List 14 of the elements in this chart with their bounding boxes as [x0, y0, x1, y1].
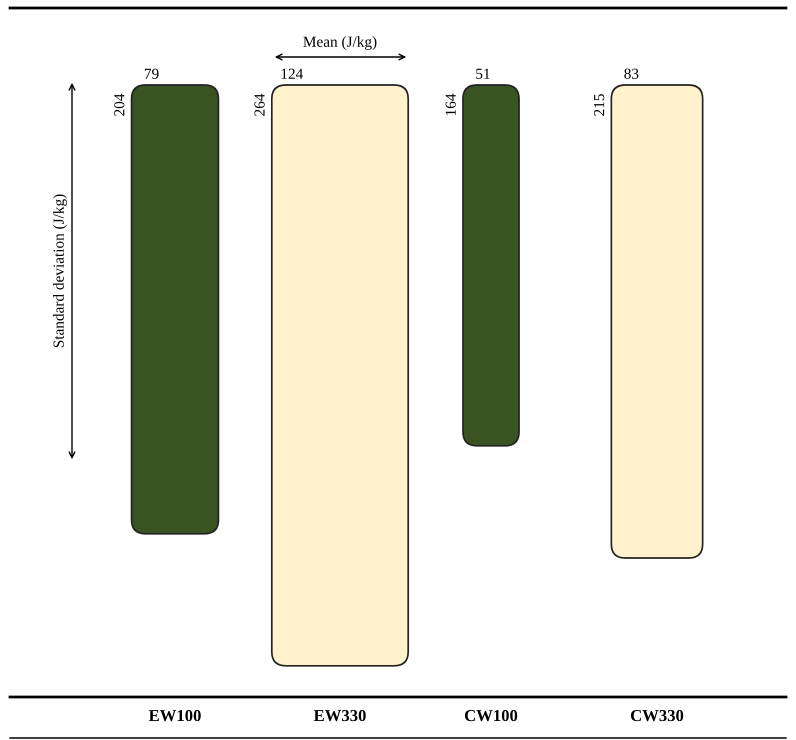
category-label: CW330: [630, 710, 684, 722]
text: Standard deviation (J/kg): [53, 194, 67, 348]
data-label: 215: [594, 94, 604, 116]
category-label: CW100: [464, 710, 518, 722]
data-label: 124: [282, 68, 304, 79]
category-label: EW330: [314, 710, 366, 722]
category-label: EW100: [148, 710, 201, 722]
data-label: 264: [254, 94, 265, 116]
text: Mean (J/kg): [303, 36, 376, 50]
data-label: 79: [144, 68, 159, 79]
data-label: 51: [476, 68, 490, 79]
data-label: 204: [114, 94, 124, 116]
data-label: 164: [446, 94, 456, 116]
data-label: 83: [624, 68, 638, 79]
